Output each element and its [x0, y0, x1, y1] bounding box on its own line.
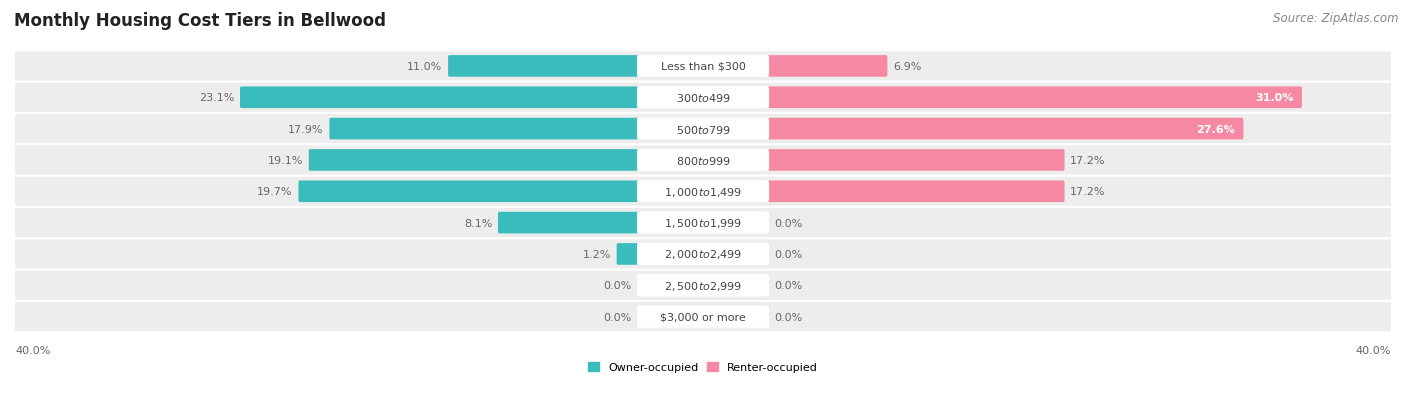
FancyBboxPatch shape — [240, 87, 640, 109]
FancyBboxPatch shape — [637, 118, 769, 140]
Text: Less than $300: Less than $300 — [661, 62, 745, 72]
FancyBboxPatch shape — [14, 83, 1392, 113]
FancyBboxPatch shape — [14, 302, 1392, 331]
FancyBboxPatch shape — [766, 56, 887, 78]
Text: 1.2%: 1.2% — [582, 249, 612, 259]
Text: 0.0%: 0.0% — [775, 249, 803, 259]
FancyBboxPatch shape — [637, 275, 769, 297]
Text: 23.1%: 23.1% — [198, 93, 235, 103]
Text: 11.0%: 11.0% — [408, 62, 443, 72]
FancyBboxPatch shape — [14, 271, 1392, 300]
Text: $3,000 or more: $3,000 or more — [661, 312, 745, 322]
FancyBboxPatch shape — [637, 306, 769, 328]
FancyBboxPatch shape — [766, 119, 1243, 140]
FancyBboxPatch shape — [637, 56, 769, 78]
FancyBboxPatch shape — [637, 87, 769, 109]
Text: $1,500 to $1,999: $1,500 to $1,999 — [664, 216, 742, 230]
Text: 19.1%: 19.1% — [267, 156, 304, 166]
FancyBboxPatch shape — [329, 119, 640, 140]
Text: 0.0%: 0.0% — [775, 218, 803, 228]
Text: $1,000 to $1,499: $1,000 to $1,499 — [664, 185, 742, 198]
Text: 0.0%: 0.0% — [603, 280, 631, 291]
Text: 27.6%: 27.6% — [1197, 124, 1236, 134]
Text: 0.0%: 0.0% — [775, 280, 803, 291]
Text: 17.9%: 17.9% — [288, 124, 323, 134]
FancyBboxPatch shape — [617, 244, 640, 265]
Text: 40.0%: 40.0% — [1355, 345, 1391, 355]
Text: 0.0%: 0.0% — [603, 312, 631, 322]
Text: 0.0%: 0.0% — [775, 312, 803, 322]
FancyBboxPatch shape — [766, 150, 1064, 171]
FancyBboxPatch shape — [637, 212, 769, 234]
Text: $300 to $499: $300 to $499 — [675, 92, 731, 104]
FancyBboxPatch shape — [637, 150, 769, 172]
Text: 8.1%: 8.1% — [464, 218, 492, 228]
Text: 19.7%: 19.7% — [257, 187, 292, 197]
FancyBboxPatch shape — [498, 212, 640, 234]
Text: Monthly Housing Cost Tiers in Bellwood: Monthly Housing Cost Tiers in Bellwood — [14, 12, 387, 30]
FancyBboxPatch shape — [14, 209, 1392, 237]
Text: $2,000 to $2,499: $2,000 to $2,499 — [664, 248, 742, 261]
Text: $800 to $999: $800 to $999 — [675, 154, 731, 166]
Text: 40.0%: 40.0% — [15, 345, 51, 355]
Text: Source: ZipAtlas.com: Source: ZipAtlas.com — [1274, 12, 1399, 25]
Text: 17.2%: 17.2% — [1070, 156, 1105, 166]
FancyBboxPatch shape — [309, 150, 640, 171]
Text: 6.9%: 6.9% — [893, 62, 921, 72]
FancyBboxPatch shape — [14, 115, 1392, 144]
FancyBboxPatch shape — [298, 181, 640, 203]
FancyBboxPatch shape — [766, 181, 1064, 203]
FancyBboxPatch shape — [449, 56, 640, 78]
FancyBboxPatch shape — [14, 52, 1392, 81]
Text: $2,500 to $2,999: $2,500 to $2,999 — [664, 279, 742, 292]
FancyBboxPatch shape — [14, 240, 1392, 269]
Text: 31.0%: 31.0% — [1256, 93, 1294, 103]
Text: 17.2%: 17.2% — [1070, 187, 1105, 197]
FancyBboxPatch shape — [14, 177, 1392, 206]
FancyBboxPatch shape — [766, 87, 1302, 109]
FancyBboxPatch shape — [637, 181, 769, 203]
Legend: Owner-occupied, Renter-occupied: Owner-occupied, Renter-occupied — [583, 358, 823, 377]
FancyBboxPatch shape — [14, 146, 1392, 175]
FancyBboxPatch shape — [637, 243, 769, 266]
Text: $500 to $799: $500 to $799 — [675, 123, 731, 135]
